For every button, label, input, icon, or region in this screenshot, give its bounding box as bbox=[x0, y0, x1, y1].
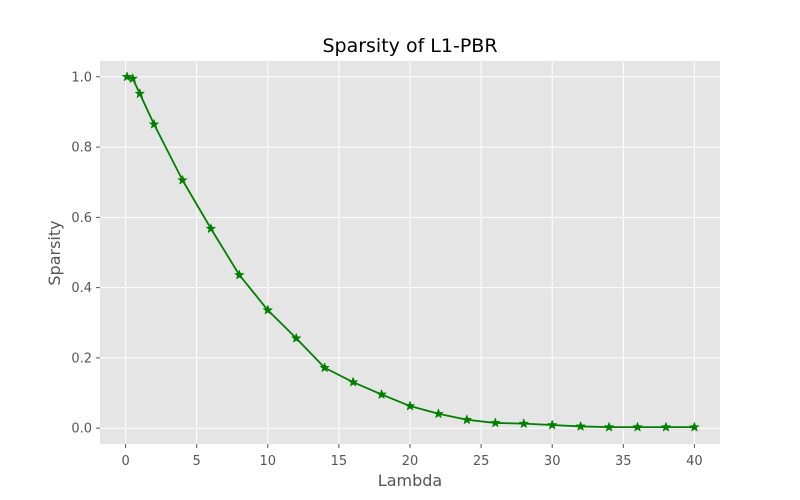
data-point-marker bbox=[234, 269, 245, 280]
y-axis-ticks: 0.0 0.2 0.4 0.6 0.8 1.0 bbox=[71, 70, 100, 437]
data-point-marker bbox=[149, 119, 159, 129]
x-axis-ticks: 0 5 10 15 20 25 30 35 40 bbox=[121, 444, 703, 469]
x-tick-label: 10 bbox=[260, 454, 277, 469]
data-point-marker bbox=[462, 414, 472, 424]
y-axis-label: Sparsity bbox=[45, 220, 64, 285]
y-tick-label: 0.6 bbox=[71, 211, 92, 226]
data-point-marker bbox=[433, 408, 444, 418]
chart-title: Sparsity of L1-PBR bbox=[322, 35, 497, 57]
x-tick-label: 35 bbox=[615, 454, 632, 469]
x-tick-label: 5 bbox=[193, 454, 201, 469]
data-point-marker bbox=[604, 422, 614, 432]
y-tick-label: 0.0 bbox=[71, 422, 92, 437]
y-tick-label: 0.2 bbox=[71, 351, 92, 366]
data-point-marker bbox=[518, 418, 529, 428]
data-point-marker bbox=[134, 88, 145, 98]
data-point-marker bbox=[122, 71, 132, 81]
x-tick-label: 0 bbox=[121, 454, 129, 469]
data-point-marker bbox=[689, 422, 700, 432]
data-point-marker bbox=[632, 422, 643, 432]
data-point-marker bbox=[376, 389, 387, 399]
x-tick-label: 15 bbox=[331, 454, 348, 469]
data-point-marker bbox=[575, 421, 586, 431]
data-point-marker bbox=[661, 422, 671, 432]
x-tick-label: 30 bbox=[544, 454, 561, 469]
y-tick-label: 1.0 bbox=[71, 70, 92, 85]
x-axis-label: Lambda bbox=[378, 471, 442, 490]
data-point-marker bbox=[206, 223, 216, 233]
x-tick-label: 25 bbox=[473, 454, 490, 469]
data-point-marker bbox=[490, 417, 501, 428]
data-point-marker bbox=[262, 305, 273, 315]
grid-lines bbox=[100, 61, 720, 444]
data-point-marker bbox=[177, 175, 188, 185]
y-tick-label: 0.8 bbox=[71, 141, 92, 156]
data-point-marker bbox=[405, 400, 415, 411]
y-tick-label: 0.4 bbox=[71, 281, 92, 296]
data-point-marker bbox=[348, 377, 358, 387]
data-point-marker bbox=[127, 73, 138, 83]
data-point-marker bbox=[319, 362, 330, 372]
data-point-marker bbox=[547, 419, 558, 430]
data-point-marker bbox=[291, 333, 302, 343]
x-tick-label: 20 bbox=[402, 454, 419, 469]
x-tick-label: 40 bbox=[686, 454, 703, 469]
series-layer bbox=[122, 71, 700, 432]
